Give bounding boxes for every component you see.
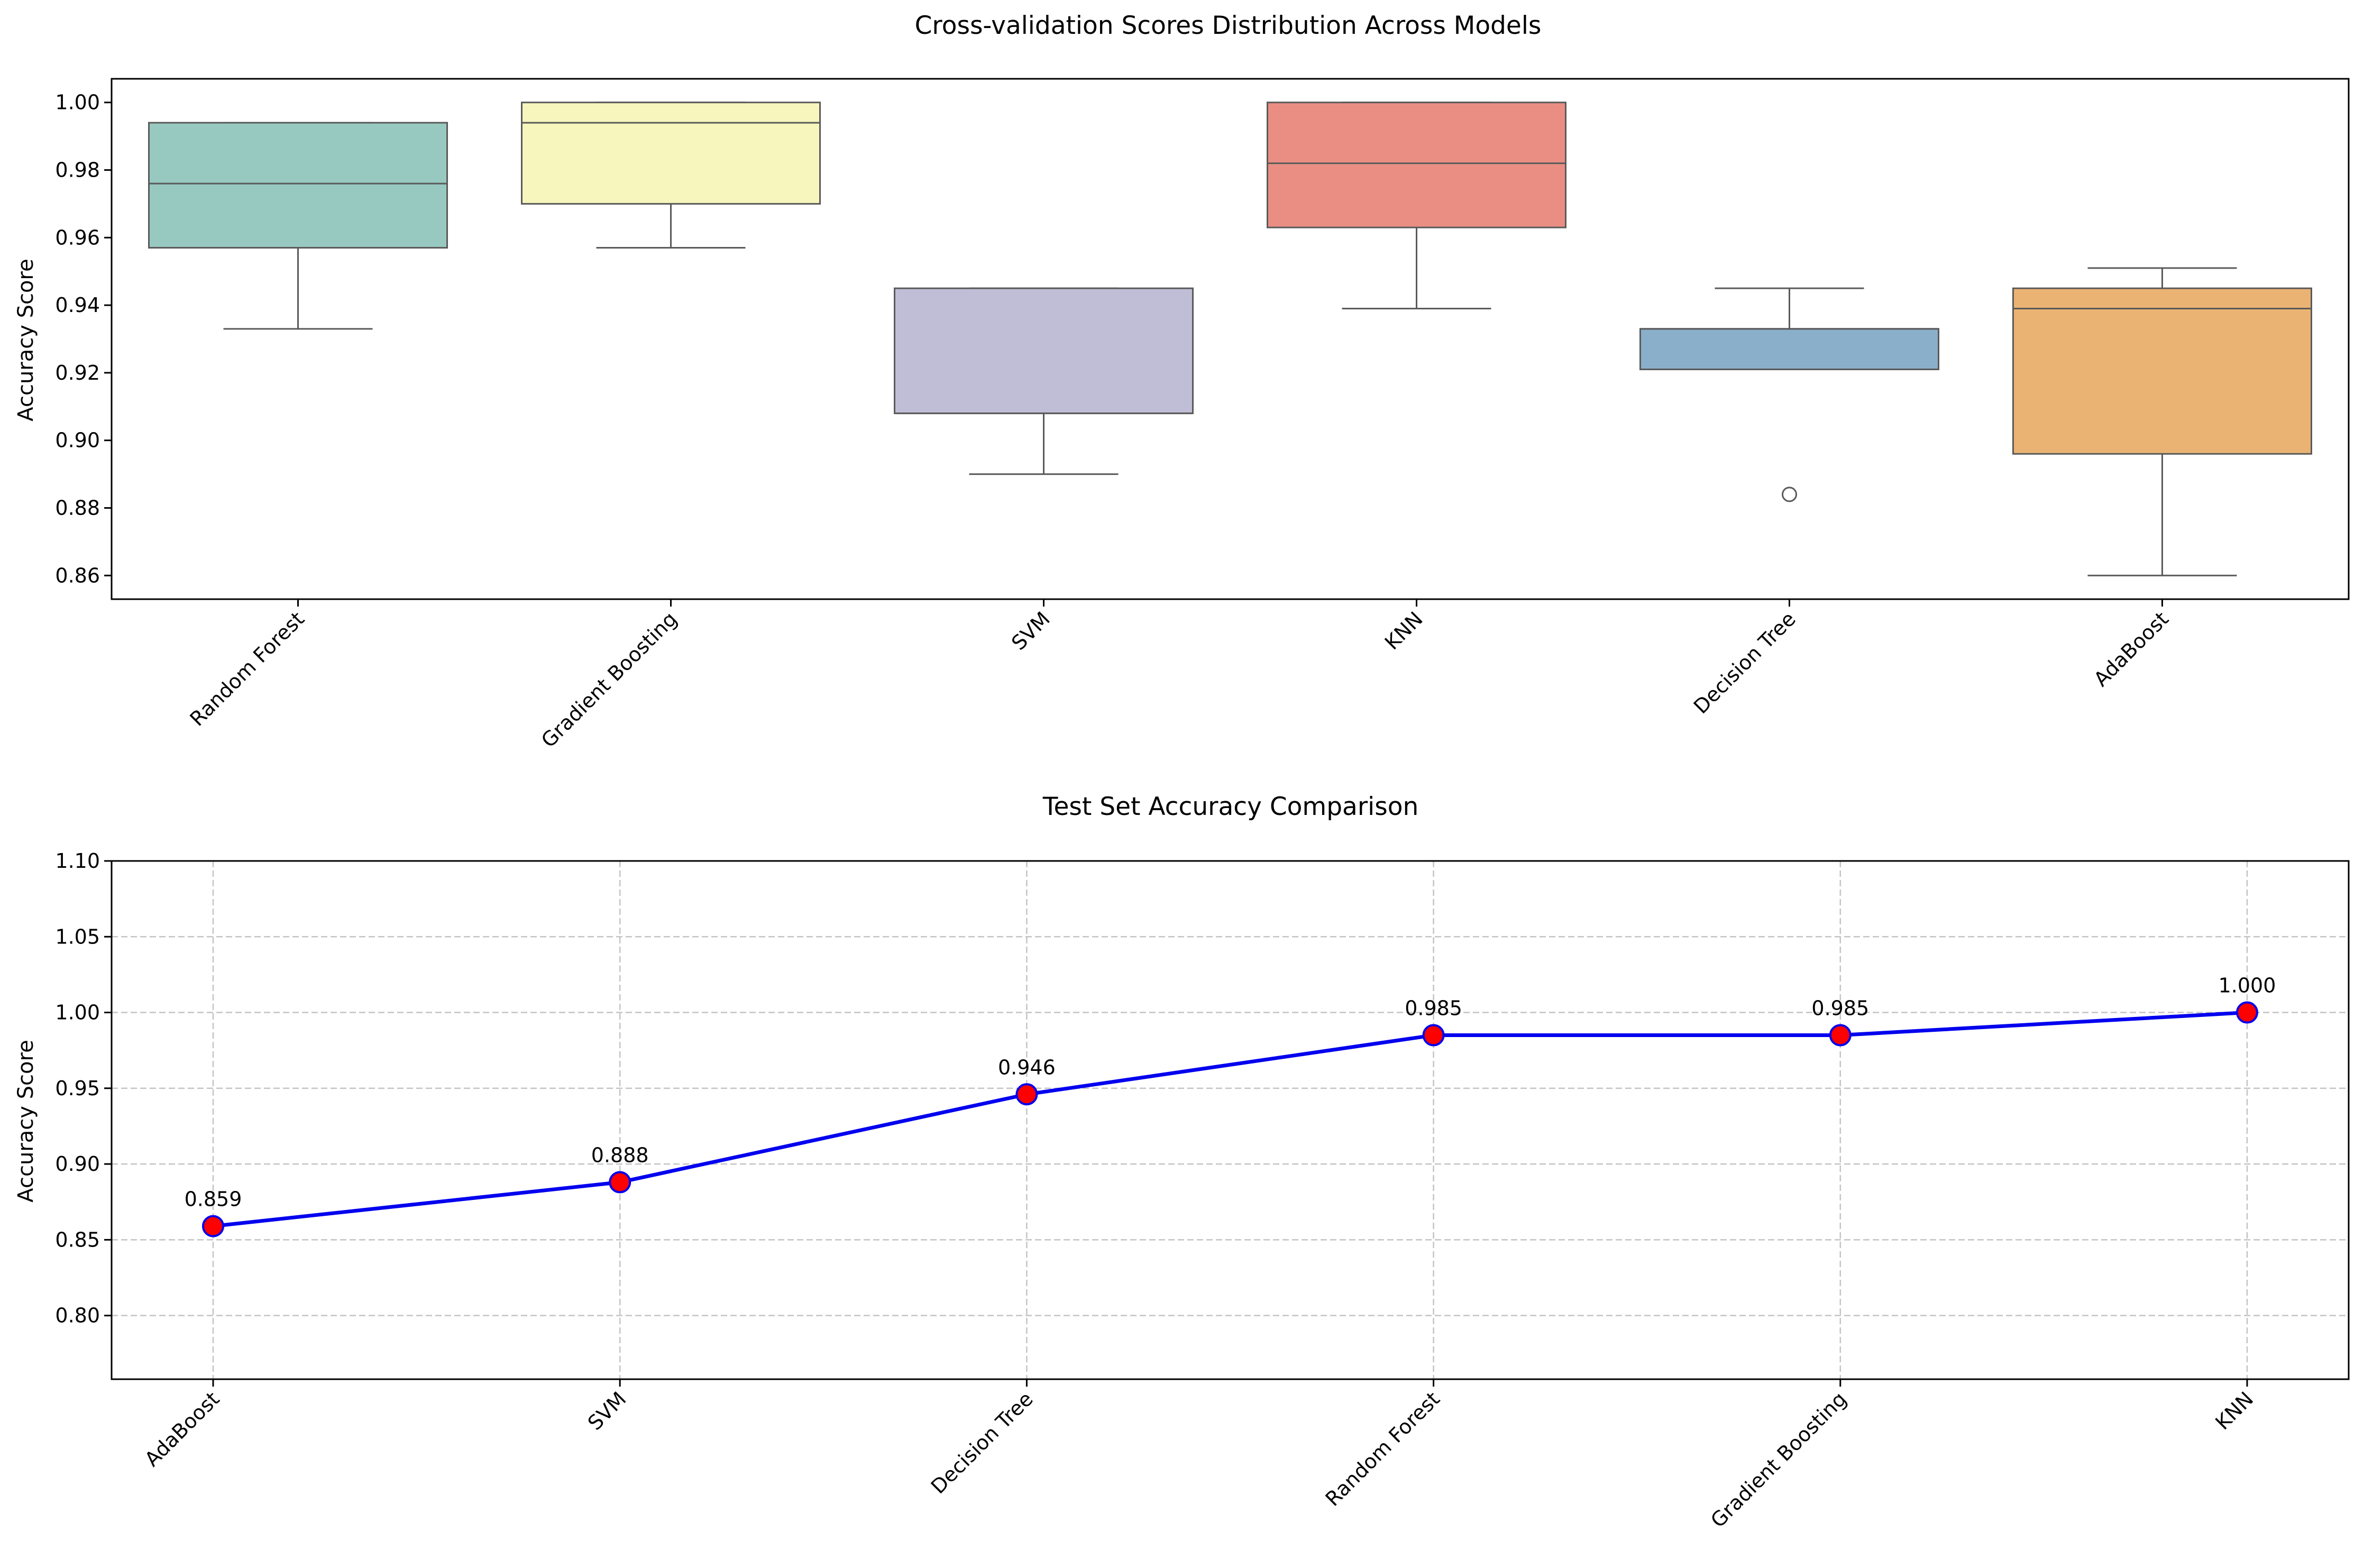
boxplot-y-tick-label: 0.86 (55, 564, 100, 587)
boxplot-x-tick-label: AdaBoost (2089, 607, 2173, 691)
box-decision-tree-iqr (1639, 328, 1939, 371)
box-knn-iqr (1267, 102, 1566, 228)
line-chart-x-tick-label: AdaBoost (140, 1387, 224, 1471)
line-chart-series (202, 1001, 2258, 1237)
boxplot-x-ticks: Random Forest Gradient Boosting SVM KNN Deci… (185, 599, 2173, 752)
line-chart-grid (112, 860, 2349, 1379)
line-chart-y-tick-label: 0.80 (55, 1304, 100, 1327)
data-label-svm: 0.888 (591, 1143, 649, 1167)
boxplot-y-axis-label: Accuracy Score (14, 259, 38, 421)
line-chart-y-tick-label: 1.05 (55, 925, 100, 948)
line-chart-plot-frame (111, 860, 2350, 1380)
series-point-adaboost (202, 1215, 224, 1237)
series-line (213, 1011, 2248, 1228)
line-chart-x-tick-label: Random Forest (1321, 1387, 1444, 1510)
series-point-gradient-boosting (1829, 1024, 1852, 1047)
line-chart-y-tick-label: 0.90 (55, 1152, 100, 1176)
data-label-gradient-boosting: 0.985 (1811, 997, 1869, 1020)
box-random-forest-iqr (148, 122, 448, 249)
line-chart-y-tick-label: 0.95 (55, 1077, 100, 1100)
line-chart-data-labels: 0.859 0.888 0.946 0.985 0.985 1.000 (185, 974, 2276, 1211)
line-chart-y-tick-label: 1.00 (55, 1001, 100, 1024)
line-chart-x-tick-label: Decision Tree (927, 1387, 1038, 1498)
series-point-decision-tree (1015, 1083, 1038, 1106)
boxplot-y-tick-label: 0.92 (55, 361, 100, 384)
box-adaboost-iqr (2012, 287, 2312, 455)
data-label-random-forest: 0.985 (1405, 997, 1462, 1020)
line-chart: Test Set Accuracy Comparison Accuracy Sc… (14, 792, 2350, 1532)
boxplot-y-tick-label: 0.96 (55, 226, 100, 249)
boxplot-y-tick-label: 0.94 (55, 294, 100, 317)
data-label-decision-tree: 0.946 (998, 1056, 1056, 1079)
boxplot-y-tick-label: 1.00 (55, 91, 100, 114)
boxplot-x-tick-label: KNN (1380, 607, 1427, 654)
series-point-random-forest (1422, 1024, 1445, 1047)
series-point-knn (2236, 1001, 2258, 1024)
boxplot-x-tick-label: Decision Tree (1689, 607, 1800, 718)
box-decision-tree-outlier (1782, 487, 1797, 502)
line-chart-title: Test Set Accuracy Comparison (1042, 792, 1419, 821)
boxplot-y-tick-label: 0.98 (55, 159, 100, 182)
line-chart-x-ticks: AdaBoost SVM Decision Tree Random Forest Gra… (140, 1379, 2258, 1532)
line-chart-y-axis-label: Accuracy Score (14, 1040, 38, 1202)
box-gradient-boosting-iqr (521, 102, 821, 205)
line-chart-y-tick-label: 0.85 (55, 1228, 100, 1251)
boxplot-x-tick-label: Random Forest (185, 607, 308, 730)
boxplot-y-tick-label: 0.90 (55, 429, 100, 452)
boxplot-x-tick-label: Gradient Boosting (537, 607, 682, 752)
series-point-svm (609, 1171, 631, 1194)
boxplot-y-tick-label: 0.88 (55, 496, 100, 519)
line-chart-y-tick-label: 1.10 (55, 849, 100, 873)
boxplot-plot-frame (111, 78, 2350, 600)
boxplot-title: Cross-validation Scores Distribution Acr… (915, 11, 1542, 40)
data-label-knn: 1.000 (2219, 974, 2276, 997)
box-svm-iqr (894, 287, 1194, 415)
line-chart-x-tick-label: SVM (583, 1387, 631, 1435)
boxplot-y-ticks: 0.86 0.88 0.90 0.92 0.94 0.96 0.98 1.00 (55, 91, 112, 587)
boxplot-x-tick-label: SVM (1007, 607, 1055, 655)
data-label-adaboost: 0.859 (185, 1188, 242, 1211)
line-chart-y-ticks: 0.80 0.85 0.90 0.95 1.00 1.05 1.10 (55, 849, 112, 1327)
line-chart-x-tick-label: KNN (2211, 1387, 2258, 1434)
line-chart-x-tick-label: Gradient Boosting (1706, 1387, 1851, 1532)
boxplot-chart: Cross-validation Scores Distribution Acr… (14, 11, 2350, 752)
boxplot-boxes (148, 102, 2312, 576)
